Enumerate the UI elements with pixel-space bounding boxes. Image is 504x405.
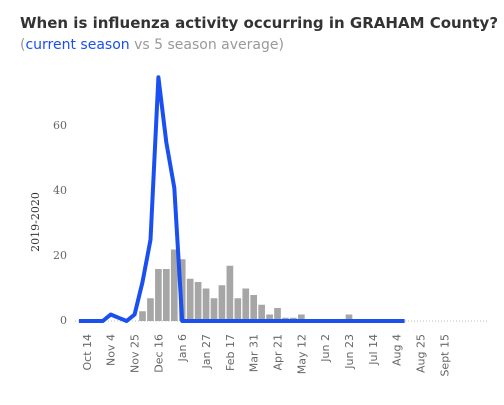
bar: [170, 249, 178, 321]
bar: [147, 298, 154, 321]
bar: [258, 304, 265, 321]
bar: [202, 288, 210, 321]
x-tick-label: Mar 31: [248, 334, 261, 372]
legend-text: ): [278, 37, 284, 53]
y-tick-label: 60: [53, 119, 67, 132]
bar: [186, 278, 194, 321]
bar: [194, 282, 202, 321]
y-tick-label: 40: [53, 184, 67, 197]
bar: [266, 314, 273, 321]
x-tick-label: Sept 15: [438, 334, 451, 377]
bar: [210, 298, 218, 321]
x-tick-label: May 12: [295, 334, 308, 374]
y-tick-label: 0: [60, 314, 67, 327]
x-tick-label: Apr 21: [272, 334, 285, 371]
x-tick-label: Jan 27: [200, 334, 213, 369]
y-tick-label: 20: [53, 249, 67, 262]
y-axis-label: 2019-2020: [29, 192, 42, 252]
x-tick-label: Jun 2: [319, 334, 332, 363]
x-tick-label: Dec 16: [152, 334, 165, 373]
x-tick-label: Aug 4: [391, 334, 404, 366]
legend: (current season vs 5 season average): [20, 37, 284, 53]
line: [79, 75, 405, 323]
bar: [274, 308, 281, 321]
bar: [155, 269, 162, 321]
bar: [298, 314, 305, 321]
bar: [218, 285, 226, 321]
legend-entry: 5 season average: [154, 37, 279, 53]
bar: [226, 265, 234, 321]
bar: [139, 311, 146, 321]
x-tick-label: Jan 6: [176, 334, 189, 362]
x-tick-label: Aug 25: [414, 334, 427, 373]
legend-entry: current season: [25, 37, 130, 53]
x-tick-label: Jul 14: [367, 334, 380, 366]
x-tick-label: Oct 14: [81, 334, 94, 371]
x-tick-label: Jun 23: [343, 334, 356, 370]
bar: [345, 314, 353, 321]
legend-text: (: [20, 37, 26, 53]
bar: [163, 269, 170, 321]
x-tick-label: Nov 25: [129, 334, 142, 373]
chart-title: When is influenza activity occurring in …: [20, 14, 499, 32]
legend-text: vs: [134, 37, 150, 53]
bar: [250, 295, 258, 321]
x-tick-label: Feb 17: [224, 334, 237, 371]
bar: [234, 298, 242, 321]
x-tick-label: Nov 4: [105, 334, 118, 366]
bar: [242, 288, 250, 321]
